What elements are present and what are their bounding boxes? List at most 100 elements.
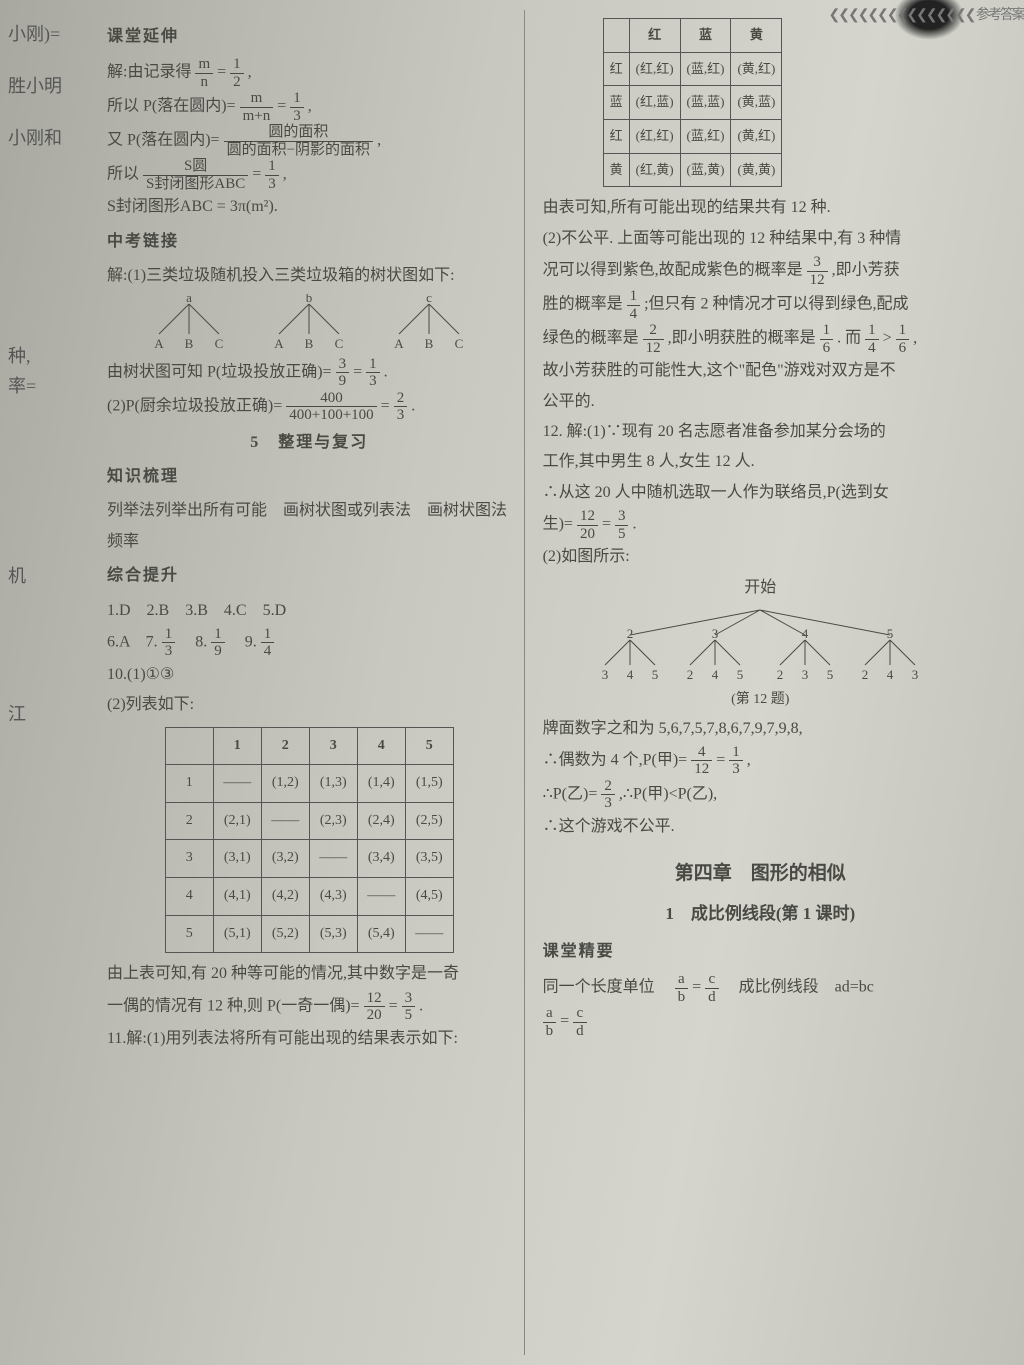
l1c: , bbox=[248, 64, 252, 81]
line-l13: 一偶的情况有 12 种,则 P(一奇一偶)= 1220 = 35 . bbox=[107, 990, 512, 1024]
r3f: 312 bbox=[807, 254, 828, 288]
svg-text:c: c bbox=[426, 294, 432, 305]
line-l5: S封闭图形ABC = 3π(m²). bbox=[107, 192, 512, 222]
svg-text:5: 5 bbox=[827, 667, 834, 682]
svg-text:5: 5 bbox=[737, 667, 744, 682]
tree-diagram-abc: abc ABC ABC ABC bbox=[129, 294, 489, 354]
table-cell: (黄,黄) bbox=[731, 153, 782, 187]
r14f2: 13 bbox=[729, 744, 743, 778]
edge-t2: 胜小明 bbox=[8, 72, 62, 98]
l4b: = bbox=[252, 166, 261, 183]
r13: 牌面数字之和为 5,6,7,5,7,8,6,7,9,7,9,8, bbox=[543, 714, 978, 744]
svg-text:C: C bbox=[335, 336, 344, 351]
svg-text:2: 2 bbox=[777, 667, 784, 682]
r11b: = bbox=[602, 516, 611, 533]
unit5: 5 整理与复习 bbox=[107, 428, 512, 458]
r10: ∴从这 20 人中随机选取一人作为联络员,P(选到女 bbox=[543, 478, 978, 508]
r11: 生)= 1220 = 35 . bbox=[543, 508, 978, 542]
l7c: . bbox=[384, 363, 388, 380]
l4c: , bbox=[283, 166, 287, 183]
r5f1: 212 bbox=[643, 322, 664, 356]
table-cell: (蓝,蓝) bbox=[680, 86, 731, 120]
table-cell: —— bbox=[261, 802, 309, 840]
l2-frac: mm+n bbox=[240, 90, 274, 124]
svg-text:3: 3 bbox=[602, 667, 609, 682]
a2f1: 13 bbox=[162, 626, 176, 660]
table-header: 1 bbox=[213, 727, 261, 765]
table-cell: (4,3) bbox=[309, 878, 357, 916]
l3b: , bbox=[377, 132, 381, 149]
table-cell: 红 bbox=[603, 52, 629, 86]
r4: 胜的概率是 14 ;但只有 2 种情况才可以得到绿色,配成 bbox=[543, 288, 978, 322]
l8c: . bbox=[411, 397, 415, 414]
table-cell: (红,红) bbox=[629, 52, 680, 86]
r12: (2)如图所示: bbox=[543, 542, 978, 572]
table-cell: —— bbox=[405, 915, 453, 953]
r6: 故小芳获胜的可能性大,这个"配色"游戏对双方是不 bbox=[543, 356, 978, 386]
line-l14: 11.解:(1)用列表法将所有可能出现的结果表示如下: bbox=[107, 1024, 512, 1054]
line-l3: 又 P(落在圆内)= 圆的面积圆的面积−阴影的面积 , bbox=[107, 124, 512, 158]
r5f2: 16 bbox=[820, 322, 834, 356]
l4-frac2: 13 bbox=[265, 158, 279, 192]
l7-frac2: 13 bbox=[366, 356, 380, 390]
table-cell: (4,2) bbox=[261, 878, 309, 916]
r17a: 同一个长度单位 bbox=[543, 979, 671, 996]
table-cell: (红,红) bbox=[629, 120, 680, 154]
l7b: = bbox=[353, 363, 362, 380]
l8-frac: 400400+100+100 bbox=[286, 390, 376, 424]
chapter-4: 第四章 图形的相似 bbox=[543, 856, 978, 892]
l1a: 解:由记录得 bbox=[107, 64, 191, 81]
r7: 公平的. bbox=[543, 387, 978, 417]
r5a: 绿色的概率是 bbox=[543, 330, 639, 347]
l2b: = bbox=[277, 98, 286, 115]
tree-diagram-12: 2345 345 245 235 243 bbox=[570, 605, 950, 685]
table-cell: (3,5) bbox=[405, 840, 453, 878]
table-row: 1——(1,2)(1,3)(1,4)(1,5) bbox=[165, 765, 453, 803]
svg-text:2: 2 bbox=[687, 667, 694, 682]
r11a: 生)= bbox=[543, 516, 573, 533]
r15f: 23 bbox=[601, 778, 615, 812]
l3-frac: 圆的面积圆的面积−阴影的面积 bbox=[224, 124, 373, 158]
table-cell: —— bbox=[309, 840, 357, 878]
r15a: ∴P(乙)= bbox=[543, 786, 598, 803]
r15b: ,∴P(甲)<P(乙), bbox=[619, 786, 717, 803]
table-cell: 黄 bbox=[603, 153, 629, 187]
svg-text:5: 5 bbox=[887, 626, 894, 641]
svg-text:C: C bbox=[455, 336, 464, 351]
table-header: 红 bbox=[629, 19, 680, 53]
table-cell: (2,1) bbox=[213, 802, 261, 840]
l8a: (2)P(厨余垃圾投放正确)= bbox=[107, 397, 282, 414]
section-ketang: 课堂延伸 bbox=[107, 22, 512, 52]
table-row: 红(红,红)(蓝,红)(黄,红) bbox=[603, 52, 782, 86]
r5: 绿色的概率是 212 ,即小明获胜的概率是 16 . 而 14 > 16 , bbox=[543, 322, 978, 356]
ans-row1: 1.D 2.B 3.B 4.C 5.D bbox=[107, 596, 512, 626]
svg-text:C: C bbox=[215, 336, 224, 351]
svg-text:2: 2 bbox=[862, 667, 869, 682]
a2f2: 19 bbox=[211, 626, 225, 660]
r11f2: 35 bbox=[615, 508, 629, 542]
r17c: 成比例线段 ad=bc bbox=[723, 979, 874, 996]
table-cell: (1,2) bbox=[261, 765, 309, 803]
r5f4: 16 bbox=[896, 322, 910, 356]
table-cell: (黄,蓝) bbox=[731, 86, 782, 120]
r17f2: cd bbox=[705, 971, 719, 1005]
r18: ab = cd bbox=[543, 1005, 978, 1039]
svg-text:4: 4 bbox=[887, 667, 894, 682]
svg-text:4: 4 bbox=[627, 667, 634, 682]
r9: 工作,其中男生 8 人,女生 12 人. bbox=[543, 447, 978, 477]
line-l2: 所以 P(落在圆内)= mm+n = 13 , bbox=[107, 90, 512, 124]
table-cell: (红,蓝) bbox=[629, 86, 680, 120]
r2: (2)不公平. 上面等可能出现的 12 种结果中,有 3 种情 bbox=[543, 224, 978, 254]
table-cell: (蓝,黄) bbox=[680, 153, 731, 187]
l1b: = bbox=[217, 64, 226, 81]
table-cell: (1,3) bbox=[309, 765, 357, 803]
l13b: = bbox=[389, 997, 398, 1014]
table-header bbox=[165, 727, 213, 765]
r5f3: 14 bbox=[865, 322, 879, 356]
table-cell: (5,3) bbox=[309, 915, 357, 953]
l3a: 又 P(落在圆内)= bbox=[107, 132, 220, 149]
line-l1: 解:由记录得 mn = 12 , bbox=[107, 56, 512, 90]
r16: ∴这个游戏不公平. bbox=[543, 812, 978, 842]
table-cell: 红 bbox=[603, 120, 629, 154]
l4-frac: S圆S封闭图形ABC bbox=[143, 158, 248, 192]
